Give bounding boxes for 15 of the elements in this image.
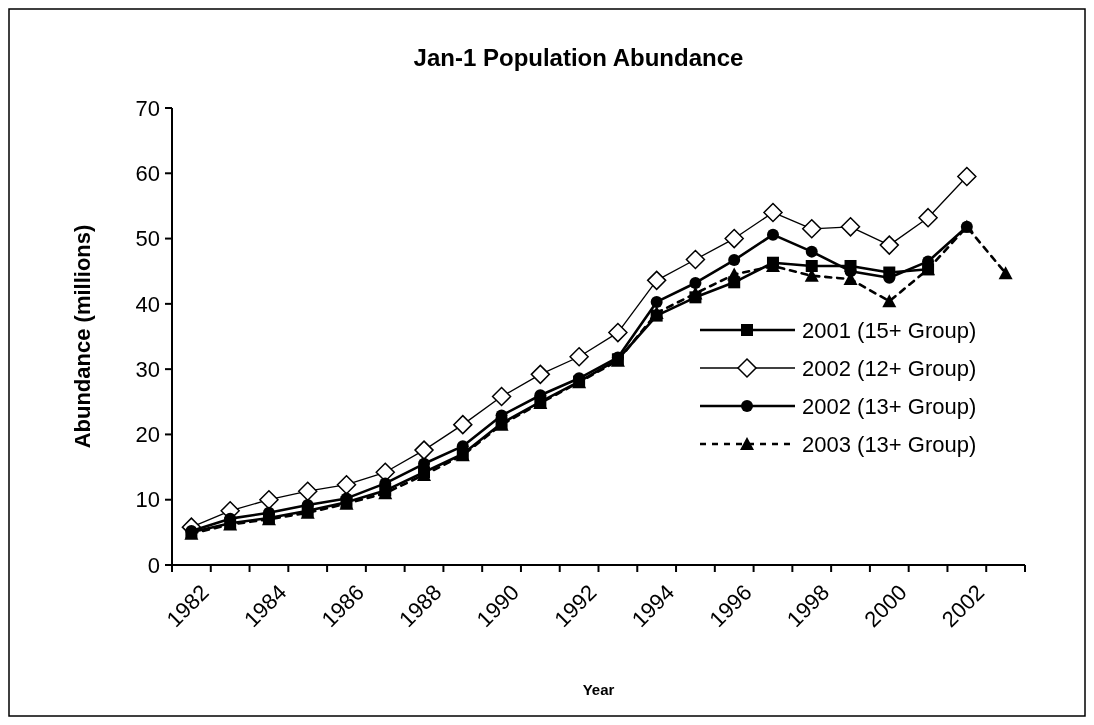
legend-label: 2003 (13+ Group) bbox=[802, 431, 977, 457]
y-tick-label: 30 bbox=[135, 356, 160, 382]
y-axis-title: Abundance (millions) bbox=[70, 224, 95, 449]
chart-title: Jan-1 Population Abundance bbox=[413, 44, 744, 71]
y-tick-label: 10 bbox=[135, 487, 160, 513]
y-tick-label: 20 bbox=[135, 422, 160, 448]
y-tick-label: 50 bbox=[135, 226, 160, 252]
y-tick-label: 0 bbox=[147, 552, 160, 578]
y-tick-label: 40 bbox=[135, 291, 160, 317]
y-tick-label: 70 bbox=[135, 95, 160, 121]
legend-label: 2001 (15+ Group) bbox=[802, 317, 977, 343]
y-tick-label: 60 bbox=[135, 160, 160, 186]
legend-label: 2002 (12+ Group) bbox=[802, 355, 977, 381]
x-axis-title: Year bbox=[582, 681, 615, 698]
legend-label: 2002 (13+ Group) bbox=[802, 393, 977, 419]
